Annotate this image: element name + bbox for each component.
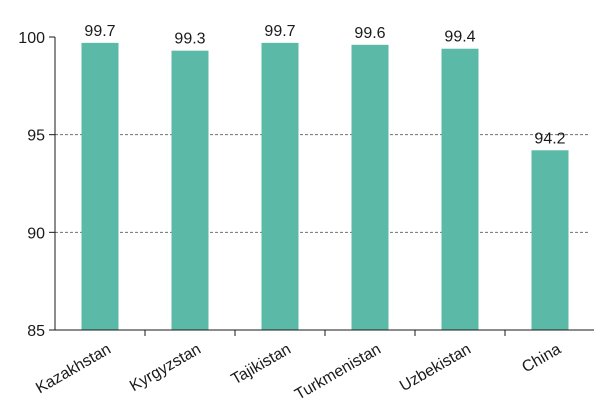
- data-label-uzbekistan: 99.4: [444, 29, 475, 46]
- bars: [81, 42, 569, 331]
- x-label-turkmenistan: Turkmenistan: [292, 341, 384, 404]
- data-label-turkmenistan: 99.6: [354, 25, 385, 42]
- bar-uzbekistan: [441, 48, 479, 330]
- data-label-tajikistan: 99.7: [264, 23, 295, 40]
- y-tick-label: 100: [18, 30, 45, 47]
- data-label-kyrgyzstan: 99.3: [174, 31, 205, 48]
- x-label-tajikistan: Tajikistan: [229, 341, 294, 389]
- bar-china: [531, 150, 569, 330]
- bar-turkmenistan: [351, 44, 389, 331]
- bar-tajikistan: [261, 42, 299, 331]
- x-label-kyrgyzstan: Kyrgyzstan: [127, 341, 204, 395]
- x-label-uzbekistan: Uzbekistan: [397, 341, 474, 395]
- data-label-china: 94.2: [534, 130, 565, 147]
- y-axis-ticks: 85 90 95 100: [18, 30, 55, 340]
- axes: [54, 37, 594, 331]
- data-labels: 99.7 99.3 99.7 99.6 99.4 94.2: [84, 23, 565, 147]
- bar-kyrgyzstan: [171, 50, 209, 330]
- data-label-kazakhstan: 99.7: [84, 23, 115, 40]
- x-label-kazakhstan: Kazakhstan: [33, 341, 114, 398]
- y-tick-label: 85: [27, 323, 45, 340]
- x-axis-ticks: Kazakhstan Kyrgyzstan TajikistanTurkmenist…: [33, 330, 564, 404]
- x-label-china: China: [519, 341, 564, 377]
- gridlines: [55, 134, 590, 233]
- y-tick-label: 95: [27, 128, 45, 145]
- y-tick-label: 90: [27, 225, 45, 242]
- bar-kazakhstan: [81, 42, 119, 331]
